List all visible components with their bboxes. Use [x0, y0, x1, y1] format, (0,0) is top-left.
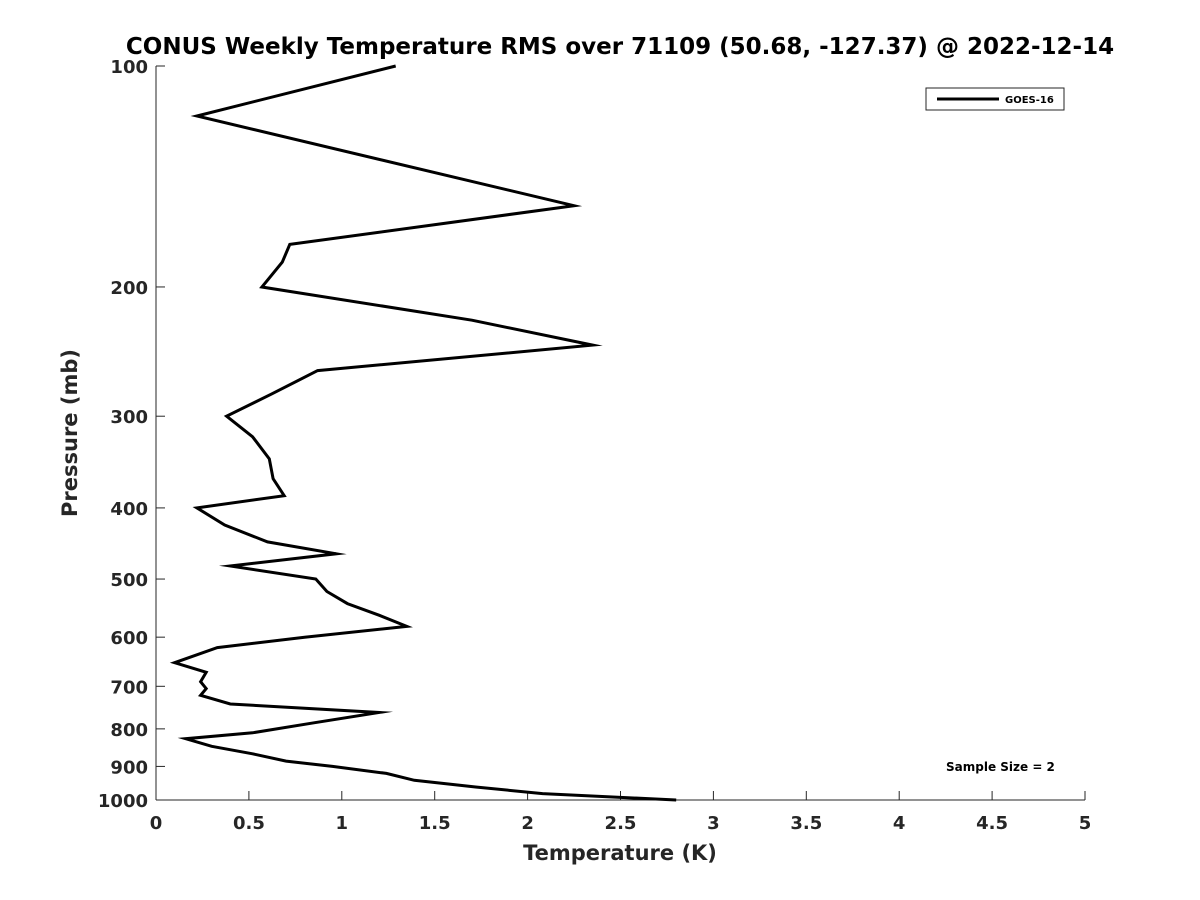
- x-tick-label: 0.5: [233, 813, 265, 834]
- x-tick-label: 0: [150, 813, 163, 834]
- y-tick-label: 300: [110, 407, 148, 428]
- y-tick-label: 800: [110, 720, 148, 741]
- y-tick-label: 500: [110, 570, 148, 591]
- x-axis-label: Temperature (K): [523, 841, 717, 865]
- y-tick-label: 400: [110, 499, 148, 520]
- legend: GOES-16: [925, 87, 1065, 111]
- y-axis-label: Pressure (mb): [58, 349, 82, 517]
- x-tick-label: 2: [521, 813, 534, 834]
- plot-frame: [155, 66, 1085, 801]
- x-tick-label: 3.5: [790, 813, 822, 834]
- y-tick-label: 700: [110, 677, 148, 698]
- legend-label-goes-16: GOES-16: [1005, 95, 1054, 106]
- sample-size-annotation: Sample Size = 2: [946, 760, 1055, 774]
- y-tick-label: 200: [110, 278, 148, 299]
- series-line-goes-16: [169, 64, 677, 802]
- x-tick-label: 1: [336, 813, 349, 834]
- x-tick-label: 3: [707, 813, 720, 834]
- x-tick-label: 5: [1079, 813, 1092, 834]
- x-tick-label: 4: [893, 813, 906, 834]
- series-layer: [169, 64, 677, 802]
- chart-title: CONUS Weekly Temperature RMS over 71109 …: [126, 34, 1114, 60]
- y-tick-label: 900: [110, 757, 148, 778]
- y-tick-label: 100: [110, 57, 148, 78]
- y-tick-label: 1000: [98, 791, 148, 812]
- y-tick-label: 600: [110, 628, 148, 649]
- x-tick-label: 2.5: [605, 813, 637, 834]
- x-tick-label: 1.5: [419, 813, 451, 834]
- x-ticks: 0 0.5 1 1.5 2 2.5 3 3.5 4 4.5 5: [150, 791, 1092, 834]
- x-tick-label: 4.5: [976, 813, 1008, 834]
- y-ticks: 100 200 300 400 500 600 700 800 900 1000: [98, 57, 165, 812]
